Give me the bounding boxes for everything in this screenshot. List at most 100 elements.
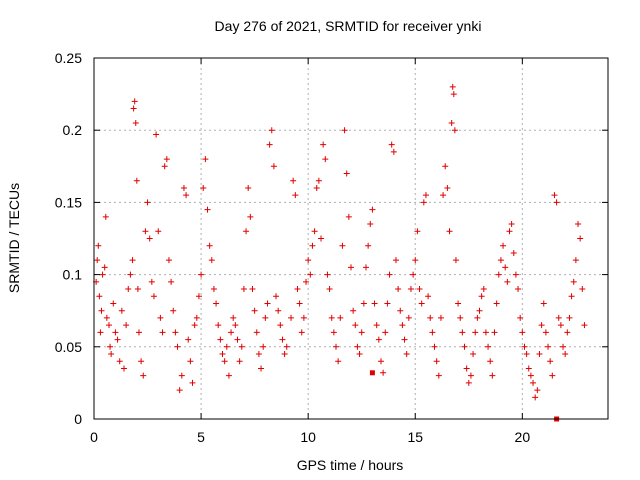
- y-tick-label: 0.15: [55, 194, 82, 210]
- data-point: [303, 278, 310, 285]
- data-point: [132, 119, 139, 126]
- data-point: [277, 322, 284, 329]
- data-point: [392, 257, 399, 264]
- data-point: [142, 228, 149, 235]
- data-point: [300, 314, 307, 321]
- data-point: [161, 163, 168, 170]
- data-point: [358, 329, 365, 336]
- x-tick-label: 15: [407, 429, 423, 445]
- data-point: [542, 329, 549, 336]
- data-point: [315, 177, 322, 184]
- y-axis-label: SRMTID / TECUs: [6, 183, 22, 293]
- data-point: [253, 329, 260, 336]
- data-point: [455, 300, 462, 307]
- data-point: [397, 307, 404, 314]
- data-point: [451, 127, 458, 134]
- data-point: [228, 329, 235, 336]
- data-point: [489, 372, 496, 379]
- data-point: [375, 336, 382, 343]
- data-point: [330, 329, 337, 336]
- data-point: [157, 314, 164, 321]
- data-point: [412, 257, 419, 264]
- data-point: [210, 286, 217, 293]
- data-point: [435, 372, 442, 379]
- data-point: [326, 286, 333, 293]
- data-point: [296, 300, 303, 307]
- data-point: [459, 329, 466, 336]
- data-point: [446, 228, 453, 235]
- data-point: [251, 307, 258, 314]
- data-point: [504, 278, 511, 285]
- data-point: [465, 379, 472, 386]
- data-point: [247, 213, 254, 220]
- data-point: [442, 163, 449, 170]
- data-point: [545, 343, 552, 350]
- data-point: [292, 192, 299, 199]
- data-point: [172, 329, 179, 336]
- data-point: [138, 358, 145, 365]
- data-point: [410, 271, 417, 278]
- data-point: [245, 184, 252, 191]
- data-point: [449, 83, 456, 90]
- data-point: [101, 264, 108, 271]
- data-point: [127, 271, 134, 278]
- data-point: [476, 307, 483, 314]
- data-point: [131, 98, 138, 105]
- data-point: [506, 228, 513, 235]
- data-point: [159, 329, 166, 336]
- data-point: [474, 314, 481, 321]
- data-point: [180, 184, 187, 191]
- data-point: [270, 163, 277, 170]
- data-point: [555, 314, 562, 321]
- data-point: [345, 213, 352, 220]
- data-point: [373, 322, 380, 329]
- data-point: [519, 329, 526, 336]
- data-point: [549, 372, 556, 379]
- data-point: [94, 257, 101, 264]
- data-point: [487, 358, 494, 365]
- data-points: [93, 83, 588, 422]
- grid-lines: [94, 58, 608, 419]
- data-point: [163, 156, 170, 163]
- data-point: [223, 343, 230, 350]
- data-point: [579, 286, 586, 293]
- data-point: [461, 343, 468, 350]
- data-point: [219, 351, 226, 358]
- data-point: [450, 91, 457, 98]
- data-point: [437, 314, 444, 321]
- data-point: [112, 329, 119, 336]
- data-point: [457, 314, 464, 321]
- data-point: [427, 314, 434, 321]
- data-point: [420, 199, 427, 206]
- data-point: [198, 271, 205, 278]
- data-point: [238, 343, 245, 350]
- data-point: [174, 343, 181, 350]
- data-point: [99, 271, 106, 278]
- data-point: [371, 300, 378, 307]
- data-point: [110, 300, 117, 307]
- data-point: [512, 271, 519, 278]
- data-point: [510, 249, 517, 256]
- data-point: [146, 235, 153, 242]
- x-tick-label: 5: [197, 429, 205, 445]
- data-point: [534, 387, 541, 394]
- data-point: [564, 329, 571, 336]
- data-point: [390, 148, 397, 155]
- data-point: [337, 314, 344, 321]
- y-tick-label: 0.1: [63, 267, 83, 283]
- data-point: [187, 358, 194, 365]
- data-point: [320, 141, 327, 148]
- data-point: [403, 351, 410, 358]
- data-point: [560, 343, 567, 350]
- data-point: [225, 372, 232, 379]
- data-point: [581, 322, 588, 329]
- data-point: [422, 192, 429, 199]
- data-point: [313, 184, 320, 191]
- data-point: [170, 307, 177, 314]
- data-point: [255, 351, 262, 358]
- data-point: [470, 351, 477, 358]
- data-point: [311, 228, 318, 235]
- data-point: [191, 322, 198, 329]
- data-point: [356, 351, 363, 358]
- x-tick-label: 20: [515, 429, 531, 445]
